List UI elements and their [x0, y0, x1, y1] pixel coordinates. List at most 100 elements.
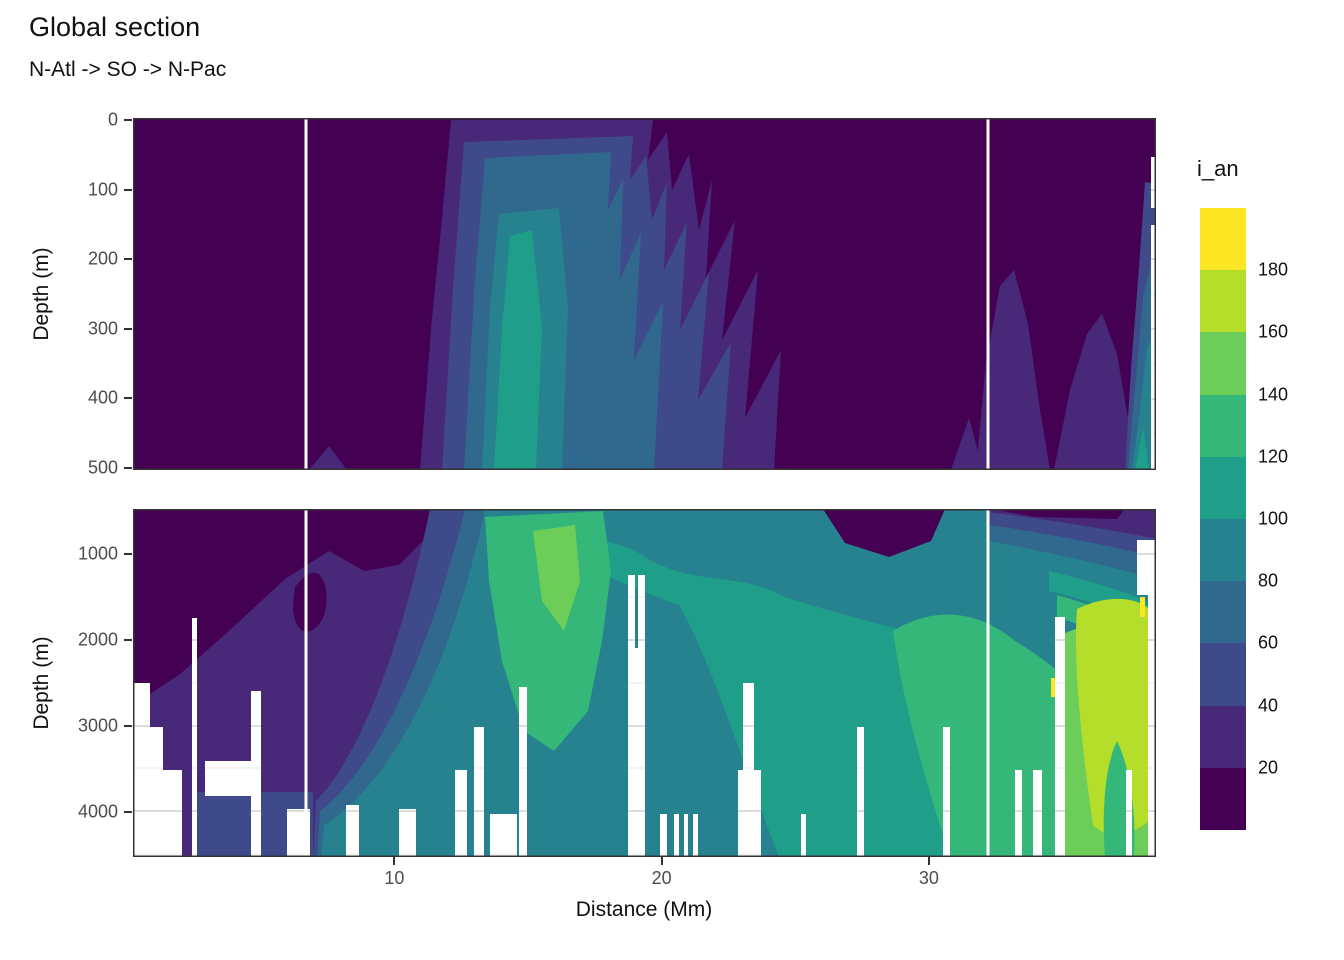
- no-data-mask: [287, 809, 310, 857]
- no-data-mask: [490, 814, 517, 857]
- y-tick-mark-lower: [124, 553, 132, 555]
- no-data-mask: [133, 683, 150, 857]
- no-data-mask: [519, 687, 527, 857]
- contour-patch: [1140, 597, 1145, 617]
- no-data-mask: [474, 727, 484, 857]
- contour-band: [133, 509, 440, 705]
- y-tick-label-lower: 1000: [77, 543, 118, 564]
- no-data-mask: [857, 727, 864, 857]
- contour-panel-lower: [133, 509, 1156, 857]
- no-data-mask: [1126, 770, 1132, 857]
- y-tick-mark-lower: [124, 639, 132, 641]
- y-tick-label-upper: 200: [87, 248, 118, 269]
- legend-value-label: 100: [1258, 508, 1289, 529]
- no-data-mask: [660, 814, 667, 857]
- no-data-mask: [163, 770, 182, 857]
- contour-patch: [1051, 678, 1055, 697]
- contour-band: [989, 513, 1156, 557]
- contour-panel-upper: [133, 118, 1156, 470]
- y-tick-mark-upper: [124, 397, 132, 400]
- no-data-mask: [943, 727, 950, 857]
- y-tick-mark-upper: [124, 188, 132, 191]
- y-tick-mark-upper: [124, 327, 132, 330]
- y-tick-label-lower: 2000: [77, 629, 118, 650]
- y-tick-mark-upper: [124, 258, 132, 261]
- section-break-line: [986, 118, 990, 470]
- no-data-mask: [628, 575, 635, 648]
- panel-border: [133, 509, 1156, 857]
- legend-title: i_an: [1197, 156, 1239, 181]
- y-tick-mark-lower: [124, 811, 132, 813]
- legend-color-bin: [1200, 643, 1246, 706]
- section-break-line: [304, 118, 308, 470]
- legend-value-label: 60: [1258, 632, 1279, 653]
- legend-color-bin: [1200, 581, 1246, 644]
- contour-band: [309, 446, 347, 470]
- contour-patch: [1151, 208, 1156, 225]
- x-tick-mark: [927, 857, 930, 865]
- contour-band: [976, 270, 1050, 470]
- plot-subtitle: N-Atl -> SO -> N-Pac: [29, 58, 227, 81]
- contour-band: [1054, 314, 1137, 470]
- legend-value-label: 20: [1258, 757, 1279, 778]
- y-tick-mark-lower: [124, 725, 132, 727]
- no-data-mask: [638, 575, 645, 648]
- contour-band: [293, 572, 327, 632]
- legend-color-bin: [1200, 332, 1246, 395]
- legend-value-label: 80: [1258, 570, 1279, 591]
- no-data-mask: [346, 805, 359, 857]
- no-data-mask: [399, 809, 416, 857]
- no-data-mask: [1055, 617, 1065, 857]
- y-tick-label-upper: 400: [87, 387, 118, 408]
- no-data-mask: [150, 727, 163, 857]
- no-data-mask: [801, 814, 806, 857]
- legend-color-bin: [1200, 705, 1246, 768]
- contour-band: [485, 511, 611, 751]
- legend-value-label: 140: [1258, 384, 1289, 405]
- x-tick-label: 20: [651, 868, 672, 888]
- y-tick-label-lower: 4000: [77, 801, 118, 822]
- y-tick-mark-upper: [124, 119, 132, 121]
- contour-band: [991, 509, 1125, 519]
- legend-value-label: 160: [1258, 321, 1289, 342]
- contour-band: [1135, 428, 1149, 470]
- plot-title: Global section: [29, 12, 201, 42]
- contour-band: [494, 230, 542, 470]
- no-data-mask: [684, 814, 688, 857]
- contour-band: [533, 525, 580, 631]
- no-data-mask: [674, 814, 679, 857]
- contour-band: [989, 525, 1156, 579]
- no-data-mask: [1148, 540, 1156, 857]
- x-tick-label: 30: [918, 868, 939, 888]
- no-data-mask: [192, 618, 197, 857]
- legend-value-label: 40: [1258, 695, 1279, 716]
- x-tick-label: 10: [384, 868, 405, 888]
- panel-border: [133, 118, 1156, 470]
- contour-band: [823, 509, 945, 557]
- x-tick-mark: [393, 857, 396, 865]
- no-data-mask: [693, 814, 698, 857]
- no-data-mask: [628, 648, 645, 857]
- no-data-mask: [1137, 540, 1148, 595]
- y-tick-label-upper: 100: [87, 179, 118, 200]
- legend-color-bin: [1200, 394, 1246, 457]
- section-break-line: [986, 509, 990, 857]
- x-axis-title: Distance (Mm): [575, 898, 713, 921]
- contour-band: [1132, 330, 1156, 470]
- contour-band: [1076, 598, 1156, 835]
- no-data-mask: [455, 770, 467, 857]
- legend-value-label: 120: [1258, 446, 1289, 467]
- x-tick-mark: [660, 857, 663, 865]
- legend-color-bin: [1200, 456, 1246, 519]
- y-tick-mark-upper: [124, 467, 132, 469]
- no-data-mask: [738, 770, 761, 857]
- no-data-mask: [205, 761, 253, 796]
- legend-value-label: 180: [1258, 259, 1289, 280]
- no-data-mask: [1033, 770, 1042, 857]
- legend-color-bin: [1200, 270, 1246, 333]
- y-tick-label-upper: 0: [107, 109, 118, 130]
- legend-color-bin: [1200, 519, 1246, 582]
- legend-color-bin: [1200, 767, 1246, 830]
- no-data-mask: [251, 691, 261, 857]
